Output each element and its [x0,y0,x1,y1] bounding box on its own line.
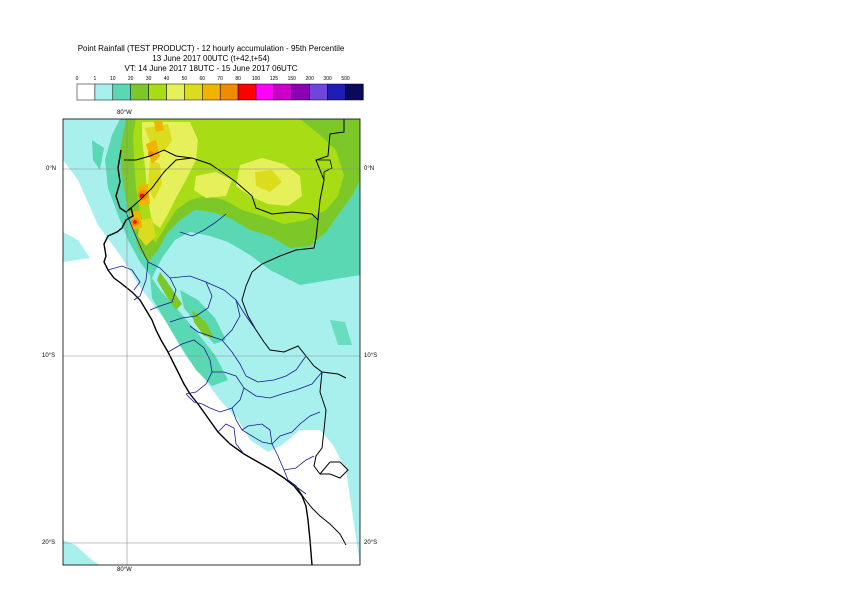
colorbar-tick-label: 70 [217,76,223,82]
lat-label-right-20: 20°S [364,540,378,546]
map-title: Point Rainfall (TEST PRODUCT) - 12 hourl… [77,44,345,53]
coastline [103,149,313,565]
colorbar-tick-label: 80 [235,76,241,82]
colorbar-tick-label: 125 [270,76,279,82]
lat-label-right-10: 10°S [364,353,378,359]
valid-time-label: VT: 14 June 2017 18UTC - 15 June 2017 06… [124,64,298,73]
colorbar-tick-label: 60 [200,76,206,82]
graticule [63,119,360,565]
colorbar-tick-label: 150 [288,76,297,82]
colorbar-tick-label: 50 [182,76,188,82]
lat-label-right-0: 0°N [364,166,375,172]
colorbar-tick-label: 0 [76,76,79,82]
rainfall-field [63,119,360,565]
run-time-label: 13 June 2017 00UTC (t+42,t+54) [152,54,270,63]
colorbar-tick-label: 100 [252,76,261,82]
colorbar-tick-label: 30 [146,76,152,82]
lon-label-bottom: 80°W [117,567,132,573]
colorbar-tick-label: 200 [306,76,315,82]
department-borders [107,211,323,495]
lat-label-left-0: 0°N [46,166,57,172]
colorbar-swatch [345,83,364,101]
colorbar-tick-label: 10 [110,76,116,82]
map-frame [62,118,361,566]
colorbar-tick-label: 300 [323,76,332,82]
colorbar-legend: 0 1 10 20 30 40 50 60 70 80 100 125 150 200 300 500 [76,76,364,101]
colorbar-tick-label: 40 [164,76,170,82]
colorbar-tick-label: 1 [94,76,97,82]
lat-label-left-10: 10°S [42,353,56,359]
lat-label-left-20: 20°S [42,540,56,546]
colorbar-tick-label: 20 [128,76,134,82]
colorbar-tick-label: 500 [341,76,350,82]
country-border [130,119,349,546]
lon-label-top: 80°W [117,110,132,116]
